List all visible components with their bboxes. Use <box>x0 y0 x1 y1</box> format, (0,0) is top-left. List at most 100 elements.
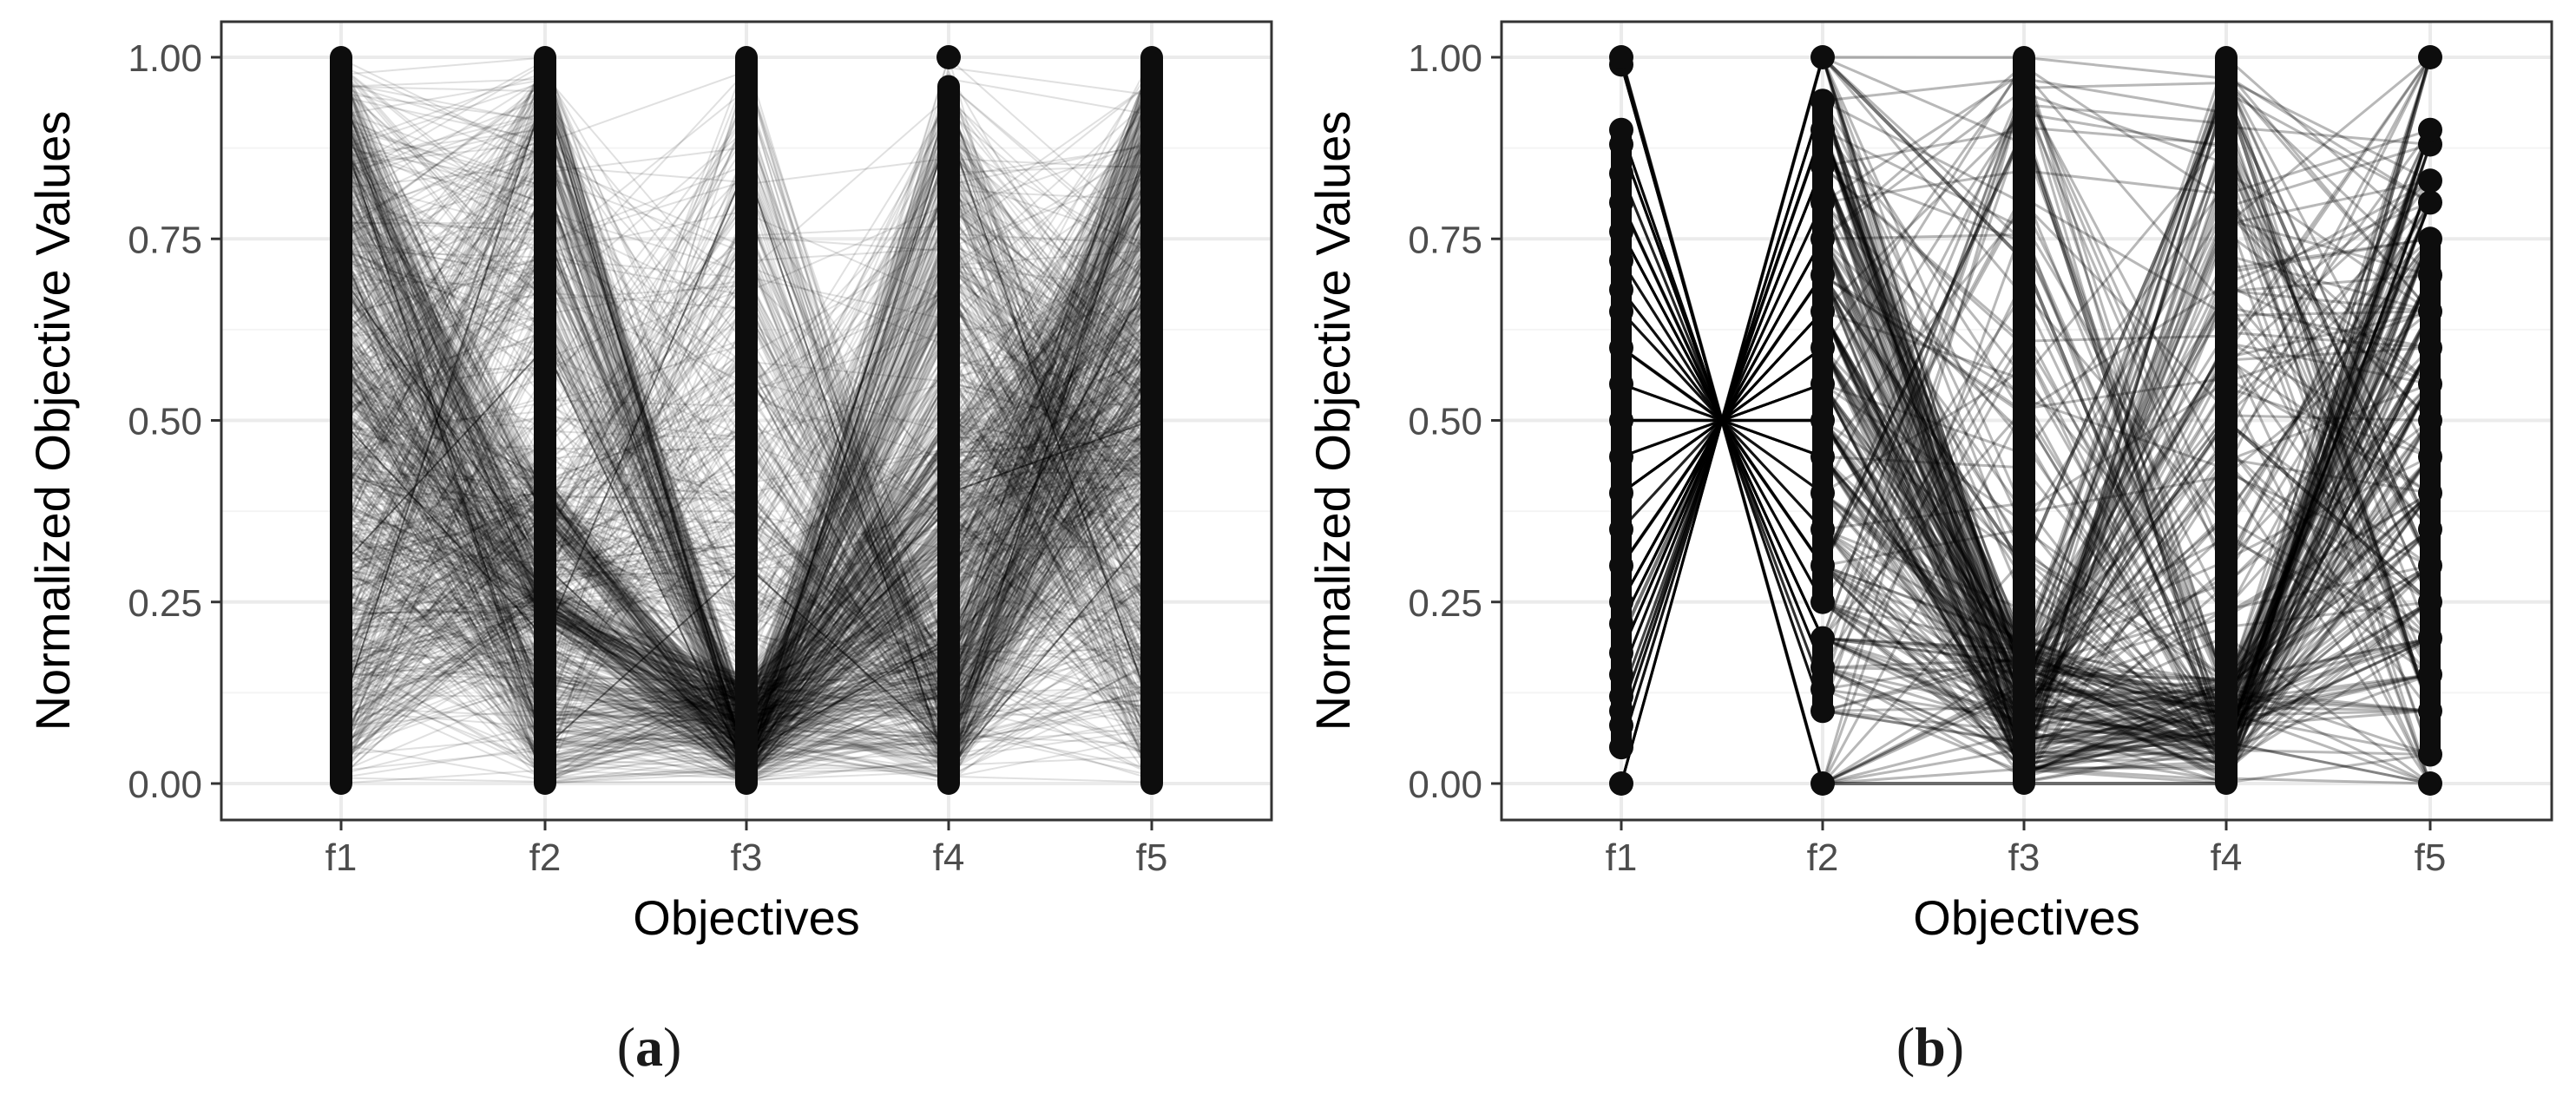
series-line <box>1620 231 2432 784</box>
data-point <box>1609 45 1633 69</box>
series-line <box>1620 143 2432 744</box>
series-line <box>1620 180 2432 748</box>
series-line <box>1620 55 2432 683</box>
series-line <box>1620 129 2431 788</box>
series-line <box>1620 128 2431 712</box>
series-line <box>1620 383 2432 773</box>
series-line <box>1620 235 2432 777</box>
series-line <box>1620 62 2432 745</box>
series-line <box>1620 201 2432 698</box>
series-line <box>1620 419 2431 698</box>
series-line <box>1620 52 2432 776</box>
series-line <box>1620 309 2431 752</box>
series-line <box>1620 52 2432 726</box>
series-line <box>1620 138 2432 763</box>
y-axis-label: Normalized Objective Values <box>25 111 80 731</box>
series-line <box>1620 64 2432 567</box>
series-line <box>1620 76 2431 694</box>
series-line <box>1620 238 2432 759</box>
series-line <box>1620 417 2432 786</box>
series-line <box>1620 80 2432 712</box>
series-line <box>1620 63 2431 533</box>
x-tick-label: f2 <box>529 836 562 879</box>
series-line <box>1620 347 2432 747</box>
data-point <box>2418 771 2442 796</box>
series-line <box>1620 382 2431 757</box>
series-line <box>1620 68 2432 653</box>
series-line <box>1621 238 2432 700</box>
series-line <box>1621 345 2431 719</box>
series-line <box>1620 416 2431 786</box>
series-line <box>1621 238 2432 784</box>
series-line <box>1620 272 2432 754</box>
x-axis-label: Objectives <box>633 890 859 945</box>
series-line <box>1620 143 2431 745</box>
series-line <box>1620 274 2432 782</box>
data-point <box>936 45 961 69</box>
series-line <box>1620 70 2431 531</box>
x-axis-label: Objectives <box>1913 890 2139 945</box>
series-line <box>1620 56 2432 530</box>
series-line <box>1620 383 2432 784</box>
series-line <box>1620 417 2432 716</box>
series-line <box>1620 99 2432 603</box>
data-point <box>1609 771 1633 796</box>
data-point <box>2418 168 2442 193</box>
series-line <box>1620 173 2431 785</box>
series-line <box>1620 143 2432 764</box>
series-line <box>1621 204 2432 618</box>
series-line <box>1620 77 2432 712</box>
series-line <box>1620 416 2431 756</box>
series-line <box>1620 129 2432 785</box>
series-line <box>1620 179 2431 712</box>
series-line <box>1620 56 2431 716</box>
data-point <box>2418 45 2442 69</box>
series-line <box>1620 56 2432 680</box>
x-tick-label: f3 <box>2008 836 2040 879</box>
series-line <box>1620 89 2432 772</box>
series-line <box>1620 162 2432 733</box>
y-tick-label: 1.00 <box>128 37 202 80</box>
data-point <box>1810 771 1835 796</box>
series-line <box>1620 347 2432 661</box>
series-line <box>1620 201 2432 761</box>
series-line <box>1620 91 2432 693</box>
x-tick-label: f1 <box>325 836 358 879</box>
data-point <box>1810 45 1835 69</box>
series-line <box>1620 188 2432 688</box>
series-line <box>1621 53 2431 515</box>
series-line <box>1620 125 2431 775</box>
y-tick-label: 0.50 <box>1408 401 1482 443</box>
series-line <box>1620 273 2432 757</box>
x-tick-label: f2 <box>1807 836 1839 879</box>
series-line <box>1620 200 2431 604</box>
series-line <box>1620 129 2432 754</box>
series-line <box>1620 56 2432 693</box>
caption-letter: a <box>635 1016 663 1078</box>
series-line <box>1620 311 2432 685</box>
series-line <box>1620 310 2431 702</box>
series-line <box>1620 63 2432 666</box>
series-line <box>1620 143 2432 760</box>
series-line <box>1620 126 2432 744</box>
series-line <box>1620 288 2431 717</box>
series-line <box>1620 292 2432 676</box>
series-line <box>1620 288 2432 731</box>
series-line <box>1620 162 2432 744</box>
series-line <box>1620 56 2432 711</box>
series-line <box>1620 128 2432 786</box>
series-line <box>1620 201 2432 784</box>
data-point <box>2418 190 2442 215</box>
series-line <box>1620 418 2431 718</box>
series-line <box>1620 56 2432 722</box>
series-line <box>1620 310 2432 784</box>
series-line <box>1621 199 2432 784</box>
series-line <box>1620 311 2432 771</box>
series-line <box>1620 173 2432 757</box>
series-line <box>1620 231 2432 760</box>
series-line <box>1620 418 2431 785</box>
series-line <box>1620 63 2432 660</box>
y-tick-label: 1.00 <box>1408 37 1482 80</box>
series-line <box>1620 143 2431 684</box>
